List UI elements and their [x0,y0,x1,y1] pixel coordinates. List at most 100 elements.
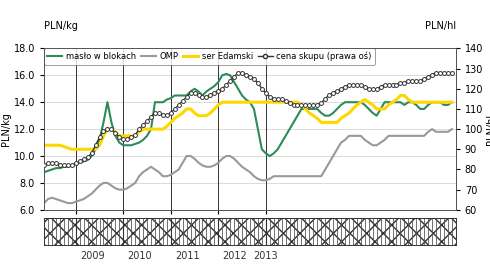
Bar [389,218,392,245]
Bar [135,218,139,245]
Bar [99,218,103,245]
Bar [278,218,282,245]
Bar [337,218,341,245]
Text: 2013: 2013 [253,250,278,261]
Bar [44,218,48,245]
Bar [270,218,274,245]
Bar [294,218,297,245]
Bar [84,218,88,245]
Bar [107,218,111,245]
Bar [120,218,123,245]
Legend: masło w blokach, OMP, ser Edamski, cena skupu (prawa oś): masło w blokach, OMP, ser Edamski, cena … [44,48,375,65]
Text: 2009: 2009 [80,250,105,261]
Bar [444,218,448,245]
Text: 2011: 2011 [175,250,200,261]
Bar [262,218,266,245]
Bar [64,218,68,245]
Bar [60,218,64,245]
Bar [392,218,396,245]
Bar [191,218,195,245]
Bar [230,218,234,245]
Bar [167,218,171,245]
Bar [305,218,309,245]
Bar [147,218,151,245]
Bar [432,218,436,245]
Bar [183,218,187,245]
Text: PLN/hl: PLN/hl [424,21,456,31]
Bar [103,218,107,245]
Bar [88,218,92,245]
Bar [420,218,424,245]
Bar [349,218,353,245]
Bar [274,218,278,245]
Bar [400,218,404,245]
Bar [143,218,147,245]
Bar [282,218,286,245]
Bar [214,218,219,245]
Bar [404,218,408,245]
Bar [345,218,349,245]
Bar [313,218,318,245]
Bar [266,218,270,245]
Bar [151,218,155,245]
Bar [329,218,333,245]
Bar [52,218,56,245]
Bar [250,218,254,245]
Bar [424,218,428,245]
Bar [377,218,381,245]
Bar [254,218,258,245]
Bar [123,218,127,245]
Bar [428,218,432,245]
Bar [48,218,52,245]
Bar [369,218,373,245]
Bar [325,218,329,245]
Bar [187,218,191,245]
Text: PLN/kg: PLN/kg [44,21,78,31]
Bar [198,218,202,245]
Bar [234,218,238,245]
Text: 2012: 2012 [222,250,247,261]
Bar [131,218,135,245]
Bar [111,218,115,245]
Bar [155,218,159,245]
Bar [309,218,313,245]
Bar [408,218,412,245]
Bar [301,218,305,245]
Bar [258,218,262,245]
Bar [159,218,163,245]
Bar [226,218,230,245]
Bar [179,218,183,245]
Bar [318,218,321,245]
Bar [357,218,361,245]
Bar [412,218,416,245]
Bar [436,218,440,245]
Bar [56,218,60,245]
Bar [238,218,242,245]
Bar [175,218,179,245]
Bar [381,218,385,245]
Bar [139,218,143,245]
Bar [206,218,210,245]
Bar [396,218,400,245]
Bar [361,218,365,245]
Bar [333,218,337,245]
Bar [163,218,167,245]
Bar [385,218,389,245]
Bar [195,218,198,245]
Bar [341,218,345,245]
Y-axis label: PLN/kg: PLN/kg [1,112,11,146]
Bar [80,218,84,245]
Bar [246,218,250,245]
Bar [92,218,96,245]
Bar [242,218,246,245]
Bar [373,218,377,245]
Bar [286,218,290,245]
Bar [115,218,120,245]
Bar [127,218,131,245]
Bar [210,218,214,245]
Text: 2010: 2010 [127,250,152,261]
Bar [365,218,369,245]
Bar [76,218,80,245]
Bar [297,218,301,245]
Bar [171,218,175,245]
